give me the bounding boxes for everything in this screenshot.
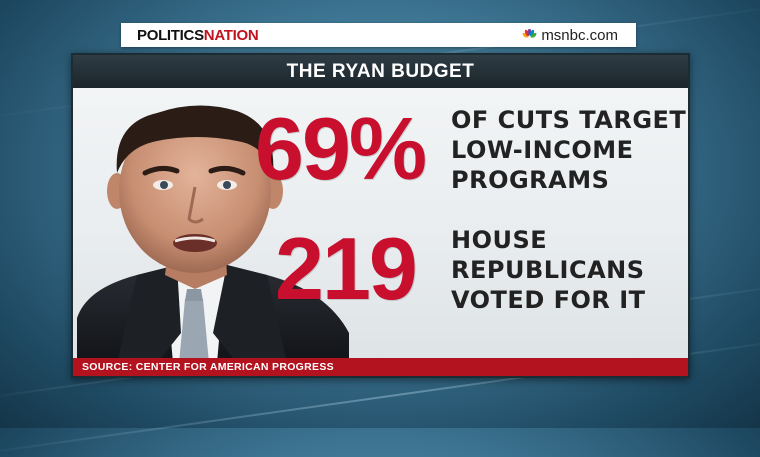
stat-label-line: PROGRAMS <box>451 166 610 194</box>
info-card: THE RYAN BUDGET <box>71 53 690 378</box>
stat-value-cuts-percent: 69% <box>255 99 427 198</box>
portrait-photo <box>77 105 349 363</box>
stat-label-line: HOUSE <box>451 226 548 254</box>
stat-label-line: VOTED FOR IT <box>451 286 646 314</box>
stat-label-line: LOW-INCOME <box>451 136 634 164</box>
source-text: SOURCE: CENTER FOR AMERICAN PROGRESS <box>82 361 334 373</box>
stat-label-line: OF CUTS TARGET <box>451 106 687 134</box>
show-title: POLITICSNATION <box>137 26 259 44</box>
stat-label-line: REPUBLICANS <box>451 256 645 284</box>
card-title: THE RYAN BUDGET <box>286 60 475 82</box>
stat-value-house-votes: 219 <box>275 219 418 318</box>
show-title-part2: NATION <box>203 26 259 44</box>
stat-label-cuts: OF CUTS TARGET LOW-INCOME PROGRAMS <box>451 105 688 195</box>
network-brand: msnbc.com <box>522 27 618 44</box>
peacock-logo-icon <box>522 29 537 41</box>
source-bar: SOURCE: CENTER FOR AMERICAN PROGRESS <box>73 358 688 376</box>
card-header: THE RYAN BUDGET <box>73 55 688 88</box>
branding-bar: POLITICSNATION msnbc.com <box>121 23 636 47</box>
show-title-part1: POLITICS <box>137 26 204 44</box>
network-name: msnbc.com <box>541 26 618 44</box>
stat-label-votes: HOUSE REPUBLICANS VOTED FOR IT <box>451 225 688 315</box>
